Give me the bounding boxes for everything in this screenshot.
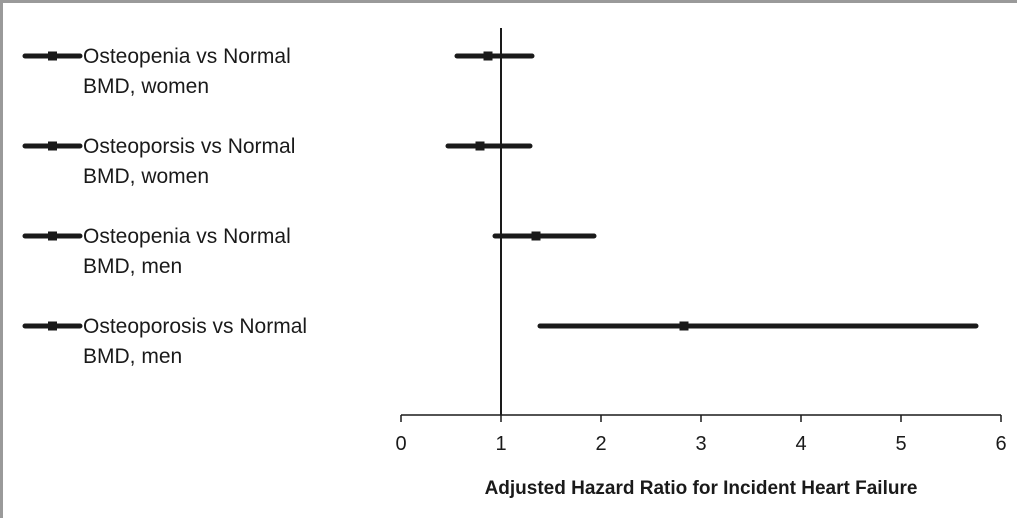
x-axis: 0 1 2 3 4 5 6 xyxy=(395,414,1007,455)
legend-label-line: BMD, women xyxy=(83,165,209,188)
point-estimate-4 xyxy=(679,321,689,331)
legend-label-line: Osteopenia vs Normal xyxy=(83,45,291,68)
legend-item-2: Osteoporsis vs Normal BMD, women xyxy=(22,135,295,188)
point-estimate-3 xyxy=(531,231,541,241)
x-tick-label: 0 xyxy=(395,433,406,455)
x-tick-label: 6 xyxy=(995,433,1006,455)
legend-marker xyxy=(48,51,57,61)
legend-item-1: Osteopenia vs Normal BMD, women xyxy=(22,45,291,98)
x-tick-label: 5 xyxy=(895,433,906,455)
legend-item-4: Osteoporosis vs Normal BMD, men xyxy=(22,315,307,368)
plot-area xyxy=(445,28,979,415)
x-tick-label: 1 xyxy=(495,433,506,455)
point-estimate-1 xyxy=(483,51,493,61)
legend-label-line: Osteoporosis vs Normal xyxy=(83,315,307,338)
legend-label-line: BMD, women xyxy=(83,75,209,98)
point-estimate-2 xyxy=(475,141,485,151)
legend-label-line: Osteopenia vs Normal xyxy=(83,225,291,248)
legend-marker xyxy=(48,141,57,151)
x-tick-label: 2 xyxy=(595,433,606,455)
legend-label-line: BMD, men xyxy=(83,345,182,368)
x-tick-label: 4 xyxy=(795,433,806,455)
legend-label-line: BMD, men xyxy=(83,255,182,278)
x-tick-label: 3 xyxy=(695,433,706,455)
x-axis-title: Adjusted Hazard Ratio for Incident Heart… xyxy=(485,478,918,499)
legend-item-3: Osteopenia vs Normal BMD, men xyxy=(22,225,291,278)
legend-label-line: Osteoporsis vs Normal xyxy=(83,135,295,158)
legend-marker xyxy=(48,231,57,241)
legend-marker xyxy=(48,321,57,331)
